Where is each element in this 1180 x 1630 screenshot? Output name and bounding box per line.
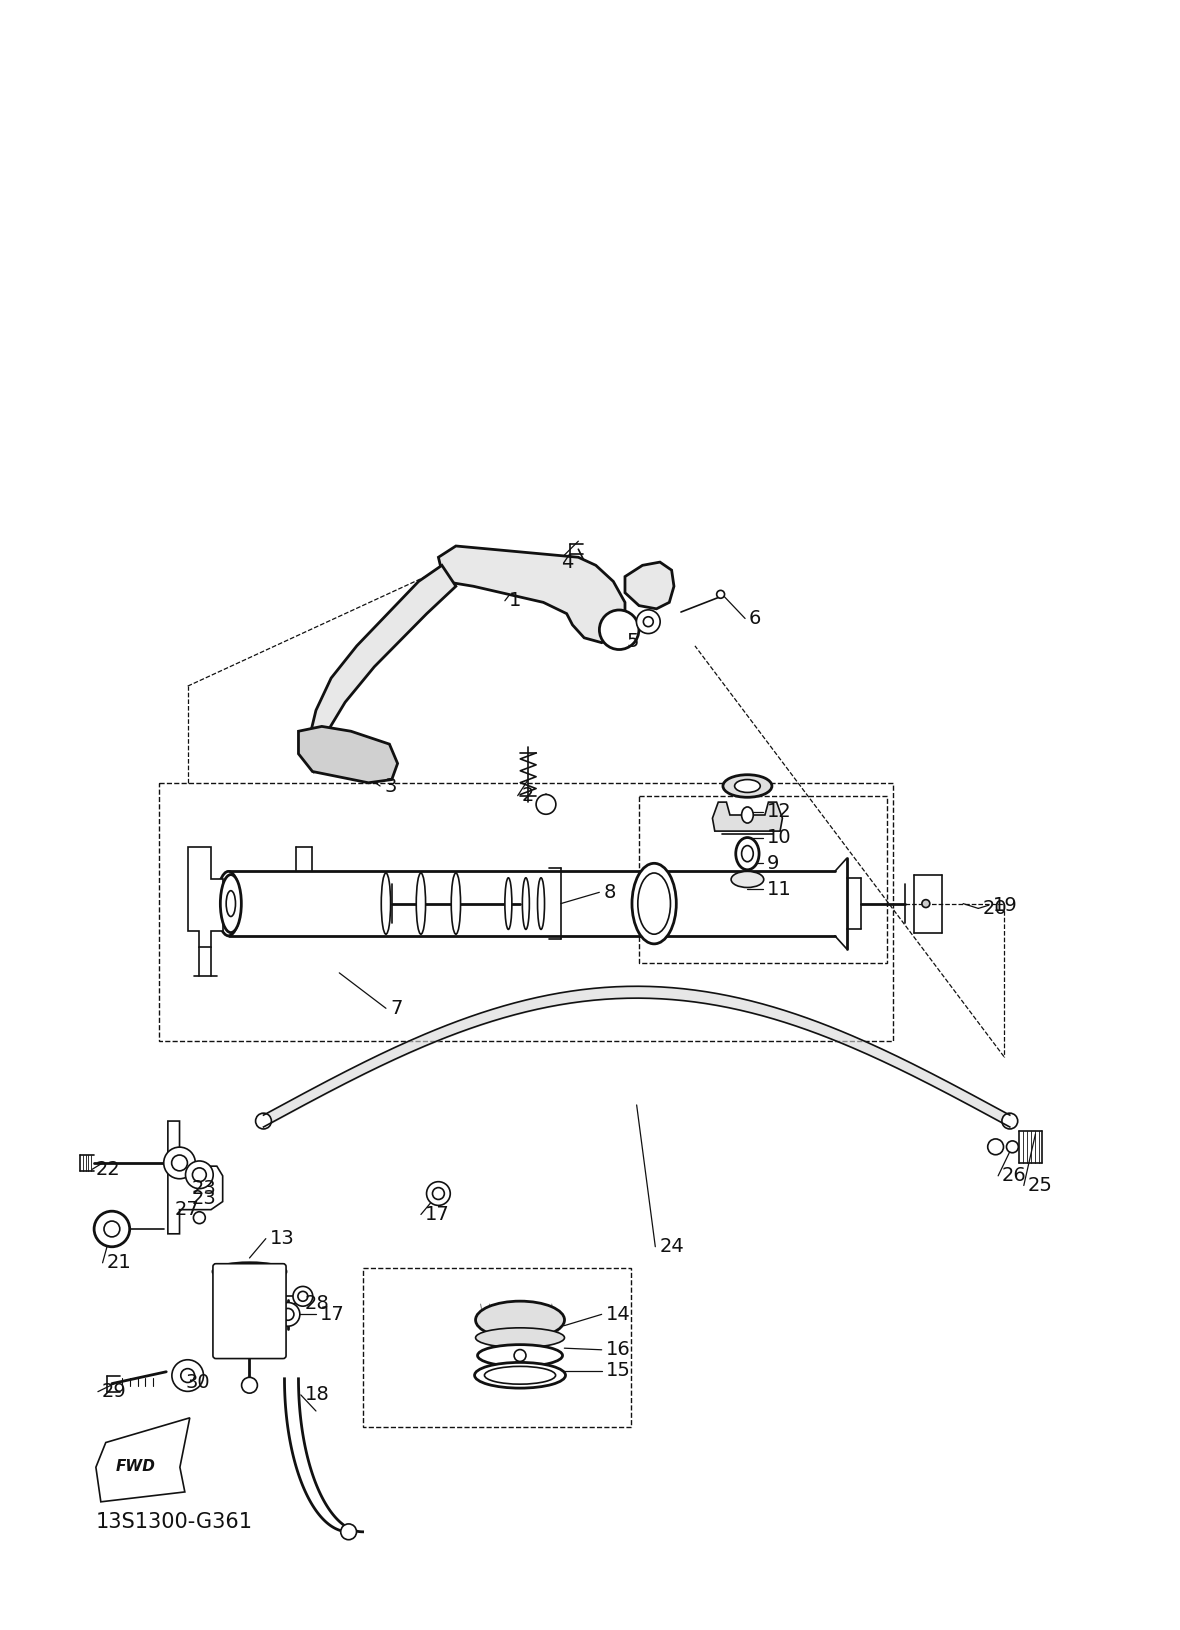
Bar	[158, 782, 893, 1040]
Text: 1: 1	[509, 592, 522, 610]
Text: 6: 6	[749, 610, 761, 628]
Text: 11: 11	[767, 880, 792, 898]
Text: 3: 3	[384, 776, 396, 795]
Text: 15: 15	[605, 1361, 630, 1381]
Circle shape	[185, 1161, 214, 1188]
Text: 24: 24	[660, 1237, 684, 1257]
Text: 13: 13	[270, 1229, 295, 1249]
Text: 9: 9	[767, 854, 779, 872]
Circle shape	[341, 1524, 356, 1540]
FancyBboxPatch shape	[212, 1263, 286, 1358]
Circle shape	[426, 1182, 451, 1206]
Text: 18: 18	[304, 1386, 329, 1405]
Circle shape	[256, 1113, 271, 1130]
Text: 13S1300-G361: 13S1300-G361	[96, 1511, 253, 1532]
Bar	[362, 1268, 631, 1428]
Ellipse shape	[723, 774, 772, 797]
Text: 29: 29	[101, 1382, 126, 1402]
Text: 16: 16	[605, 1340, 630, 1359]
Text: FWD: FWD	[116, 1459, 156, 1474]
Circle shape	[242, 1377, 257, 1394]
Ellipse shape	[221, 1265, 278, 1278]
Circle shape	[282, 1309, 294, 1320]
Circle shape	[172, 1359, 203, 1392]
Text: 17: 17	[425, 1205, 450, 1224]
Text: 2: 2	[522, 786, 535, 805]
Ellipse shape	[485, 1366, 556, 1384]
Polygon shape	[188, 848, 223, 947]
Ellipse shape	[735, 779, 760, 792]
Text: 12: 12	[767, 802, 792, 822]
Circle shape	[104, 1221, 120, 1237]
Circle shape	[1002, 1113, 1017, 1130]
Circle shape	[716, 590, 725, 598]
Ellipse shape	[417, 874, 426, 934]
Ellipse shape	[741, 846, 753, 862]
Circle shape	[181, 1369, 195, 1382]
Text: 7: 7	[389, 999, 402, 1017]
Ellipse shape	[505, 879, 512, 929]
Text: 30: 30	[185, 1372, 210, 1392]
Circle shape	[192, 1167, 206, 1182]
Circle shape	[164, 1148, 196, 1178]
Ellipse shape	[474, 1363, 565, 1389]
Polygon shape	[439, 546, 625, 642]
Text: 17: 17	[320, 1306, 345, 1324]
Ellipse shape	[221, 875, 242, 932]
Text: 22: 22	[96, 1161, 120, 1178]
Ellipse shape	[476, 1328, 564, 1348]
Ellipse shape	[732, 872, 763, 887]
Circle shape	[643, 616, 654, 626]
Polygon shape	[299, 727, 398, 782]
Text: 25: 25	[1028, 1175, 1053, 1195]
Circle shape	[636, 610, 660, 634]
Ellipse shape	[523, 879, 530, 929]
Text: 27: 27	[175, 1200, 199, 1219]
Ellipse shape	[227, 890, 236, 916]
Ellipse shape	[632, 864, 676, 944]
Circle shape	[297, 1291, 308, 1301]
Polygon shape	[625, 562, 674, 610]
Ellipse shape	[638, 874, 670, 934]
Text: 23: 23	[191, 1178, 216, 1198]
Circle shape	[1007, 1141, 1018, 1152]
Ellipse shape	[217, 872, 241, 936]
Bar	[640, 795, 887, 963]
Circle shape	[94, 1211, 130, 1247]
Circle shape	[599, 610, 638, 649]
Ellipse shape	[476, 1301, 564, 1338]
Text: 10: 10	[767, 828, 791, 848]
Polygon shape	[310, 566, 455, 735]
Circle shape	[514, 1350, 526, 1361]
Text: 19: 19	[992, 897, 1017, 914]
Ellipse shape	[538, 879, 544, 929]
Circle shape	[194, 1211, 205, 1224]
Text: 14: 14	[605, 1306, 630, 1324]
Ellipse shape	[381, 874, 391, 934]
Ellipse shape	[451, 874, 460, 934]
Circle shape	[922, 900, 930, 908]
Polygon shape	[713, 802, 782, 831]
Polygon shape	[96, 1418, 190, 1501]
Text: 4: 4	[562, 553, 573, 572]
Circle shape	[276, 1302, 300, 1327]
Ellipse shape	[736, 838, 759, 870]
Circle shape	[171, 1156, 188, 1170]
Text: 20: 20	[982, 898, 1007, 918]
Text: 8: 8	[603, 883, 616, 901]
Circle shape	[293, 1286, 313, 1306]
Circle shape	[988, 1139, 1003, 1154]
Ellipse shape	[212, 1263, 286, 1281]
Ellipse shape	[741, 807, 753, 823]
Text: 21: 21	[106, 1253, 131, 1273]
Text: 26: 26	[1002, 1167, 1027, 1185]
Circle shape	[433, 1188, 445, 1200]
Ellipse shape	[478, 1345, 563, 1366]
Text: 28: 28	[304, 1294, 329, 1312]
Text: 23: 23	[191, 1188, 216, 1208]
Polygon shape	[168, 1121, 223, 1234]
Text: 5: 5	[627, 631, 640, 650]
Circle shape	[536, 794, 556, 815]
